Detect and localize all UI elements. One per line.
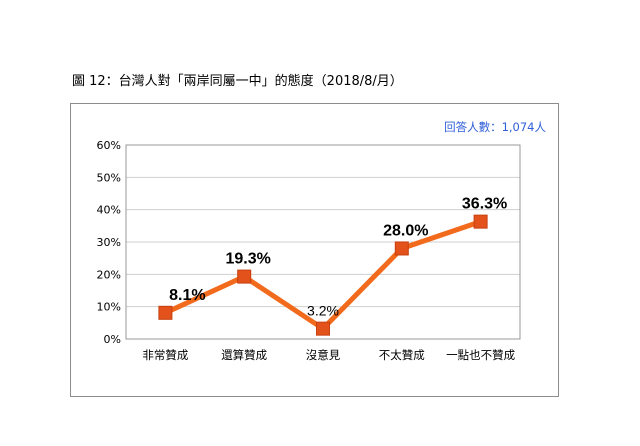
x-tick-label: 非常贊成 bbox=[142, 348, 188, 362]
plot-area-border bbox=[125, 144, 521, 340]
y-tick-label: 40% bbox=[97, 204, 121, 217]
data-label: 36.3% bbox=[462, 196, 507, 213]
figure-title: 圖 12：台灣人對「兩岸同屬一中」的態度（2018/8/月） bbox=[72, 74, 403, 89]
x-tick-label: 沒意見 bbox=[306, 348, 341, 362]
sample-size-note: 回答人數：1,074人 bbox=[444, 120, 546, 134]
data-label: 19.3% bbox=[226, 251, 271, 268]
data-point-marker bbox=[316, 321, 330, 336]
data-point-marker bbox=[473, 214, 488, 229]
y-tick-label: 30% bbox=[97, 236, 121, 249]
x-tick-label: 一點也不贊成 bbox=[446, 348, 515, 362]
data-point-marker bbox=[394, 241, 409, 256]
y-tick-label: 60% bbox=[97, 139, 121, 152]
y-tick-label: 20% bbox=[97, 268, 121, 281]
data-point-marker bbox=[158, 305, 173, 320]
y-tick-label: 0% bbox=[104, 333, 121, 346]
x-tick-label: 還算贊成 bbox=[221, 348, 267, 362]
data-label: 28.0% bbox=[383, 222, 428, 239]
chart-frame: 回答人數：1,074人 0% 10% 20% 30% 40% 50% 60% 非常贊成 還算贊成… bbox=[70, 103, 559, 397]
y-tick-label: 50% bbox=[97, 171, 121, 184]
line-chart: 0% 10% 20% 30% 40% 50% 60% 非常贊成 還算贊成 沒意見 不太贊成 一點也不贊… bbox=[97, 139, 521, 362]
data-point-marker bbox=[237, 269, 252, 284]
data-label: 3.2% bbox=[307, 303, 339, 319]
y-tick-label: 10% bbox=[97, 301, 121, 314]
data-label: 8.1% bbox=[169, 287, 205, 304]
x-tick-label: 不太贊成 bbox=[379, 348, 425, 362]
